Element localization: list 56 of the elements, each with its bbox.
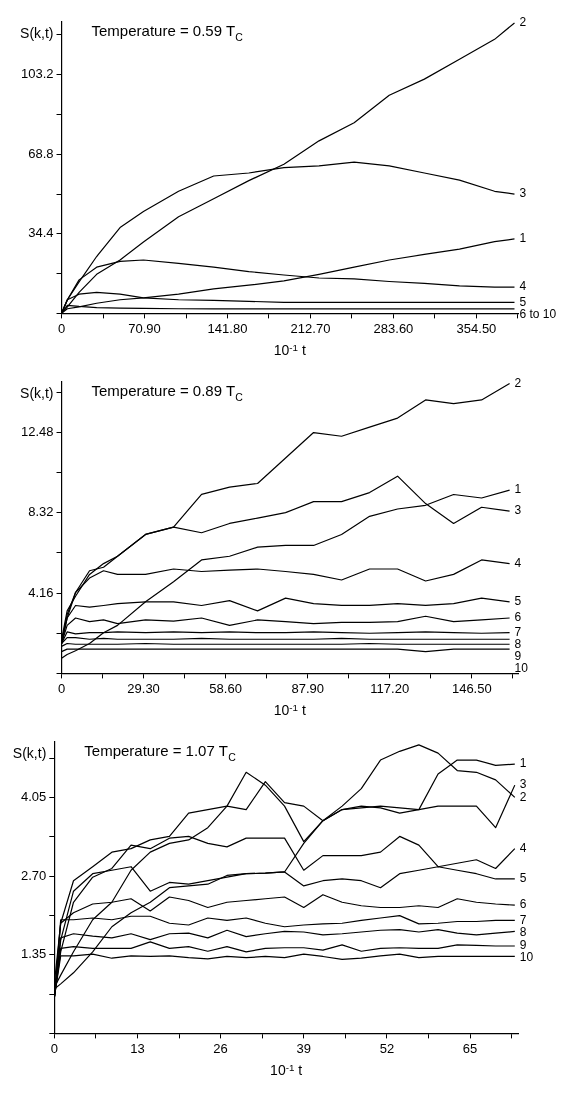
x-tick-label: 146.50 <box>451 680 492 696</box>
series-label: 3 <box>519 186 527 201</box>
series-label: 5 <box>519 294 527 309</box>
series-label: 3 <box>514 503 522 518</box>
series-label: 2 <box>519 15 527 30</box>
x-tick-label: 13 <box>130 1040 145 1056</box>
x-tick-label: 29.30 <box>127 680 160 696</box>
series-label: 7 <box>519 912 527 927</box>
x-tick-label: 52 <box>379 1040 395 1056</box>
series-label: 10 <box>519 950 534 965</box>
series-label: 1 <box>519 756 527 771</box>
series-label: 6 <box>514 610 522 625</box>
x-tick-label: 283.60 <box>373 320 414 336</box>
series-label: 6 <box>519 897 527 912</box>
series-label: 9 <box>514 648 522 663</box>
y-tick-label: 68.8 <box>28 145 54 161</box>
series-label: 6 to 10 <box>519 306 557 321</box>
series-label: 10 <box>514 660 529 675</box>
x-tick-label: 141.80 <box>207 320 248 336</box>
y-tick-label: 4.16 <box>28 584 54 600</box>
x-tick-label: 117.20 <box>370 680 410 696</box>
y-tick-label: 4.05 <box>20 788 47 804</box>
x-tick-label: 58.60 <box>209 680 242 696</box>
y-tick-label: 12.48 <box>20 424 54 440</box>
series-label: 4 <box>514 555 522 570</box>
y-axis-title: S(k,t) <box>12 745 47 761</box>
x-tick-label: 26 <box>213 1040 228 1056</box>
series-label: 5 <box>519 871 527 886</box>
series-label: 8 <box>514 636 522 651</box>
x-tick-label: 65 <box>462 1040 478 1056</box>
y-tick-label: 34.4 <box>28 225 54 241</box>
series-label: 3 <box>519 777 527 792</box>
x-tick-label: 0 <box>57 680 66 696</box>
series-label: 1 <box>519 231 527 246</box>
series-label: 7 <box>514 624 522 639</box>
series-label: 9 <box>519 938 527 953</box>
y-tick-label: 2.70 <box>20 867 47 883</box>
y-tick-label: 1.35 <box>20 946 47 962</box>
x-tick-label: 0 <box>50 1040 58 1056</box>
x-tick-label: 39 <box>296 1040 311 1056</box>
x-tick-label: 87.90 <box>291 680 324 696</box>
y-axis-title: S(k,t) <box>20 25 54 41</box>
series-label: 4 <box>519 279 527 294</box>
x-tick-label: 0 <box>57 320 66 336</box>
series-label: 1 <box>514 482 522 497</box>
x-tick-label: 354.50 <box>456 320 497 336</box>
x-tick-label: 70.90 <box>128 320 161 336</box>
series-label: 2 <box>519 789 527 804</box>
series-label: 2 <box>514 375 522 390</box>
y-axis-title: S(k,t) <box>20 385 54 401</box>
y-tick-label: 103.2 <box>20 66 54 82</box>
series-label: 4 <box>519 840 527 855</box>
series-label: 8 <box>519 924 527 939</box>
x-tick-label: 212.70 <box>290 320 331 336</box>
series-label: 5 <box>514 594 522 609</box>
y-tick-label: 8.32 <box>28 504 54 520</box>
